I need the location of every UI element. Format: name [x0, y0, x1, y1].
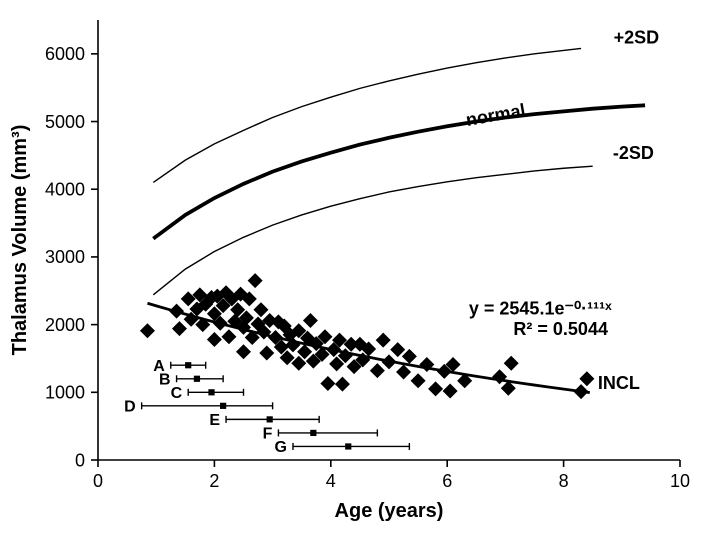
plot-bg [0, 0, 720, 534]
series-label: F [263, 426, 273, 443]
x-tick-label: 10 [670, 471, 690, 491]
y-tick-label: 1000 [45, 383, 85, 403]
series-point [185, 362, 191, 368]
y-tick-label: 6000 [45, 44, 85, 64]
series-point [267, 416, 273, 422]
label-incl: INCL [598, 373, 640, 393]
y-tick-label: 0 [75, 450, 85, 470]
series-label: C [171, 385, 183, 402]
fit-r2: R² = 0.5044 [513, 319, 608, 339]
y-tick-label: 3000 [45, 247, 85, 267]
y-tick-label: 5000 [45, 112, 85, 132]
x-tick-label: 4 [326, 471, 336, 491]
chart-container: 0 2 4 6 8 10 0 1000 2000 3000 4000 5000 6000 Age (yea… [0, 0, 720, 534]
x-axis-label: Age (years) [335, 500, 444, 522]
label-minus2sd: -2SD [613, 143, 654, 163]
thalamus-volume-chart: 0 2 4 6 8 10 0 1000 2000 3000 4000 5000 6000 Age (yea… [0, 0, 720, 534]
x-tick-label: 6 [442, 471, 452, 491]
x-tick-label: 0 [93, 471, 103, 491]
x-tick-label: 2 [209, 471, 219, 491]
series-point [345, 443, 351, 449]
series-label: D [124, 398, 136, 415]
y-axis-label: Thalamus Volume (mm³) [9, 125, 31, 356]
y-tick-label: 2000 [45, 315, 85, 335]
series-label: B [159, 371, 171, 388]
series-point [310, 430, 316, 436]
y-tick-label: 4000 [45, 180, 85, 200]
label-plus2sd: +2SD [614, 28, 660, 48]
series-label: E [209, 412, 220, 429]
fit-equation: y = 2545.1e⁻⁰·¹¹¹ˣ [469, 298, 612, 318]
x-tick-label: 8 [559, 471, 569, 491]
series-point [194, 376, 200, 382]
series-label: G [275, 439, 287, 456]
series-point [208, 389, 214, 395]
series-point [220, 403, 226, 409]
